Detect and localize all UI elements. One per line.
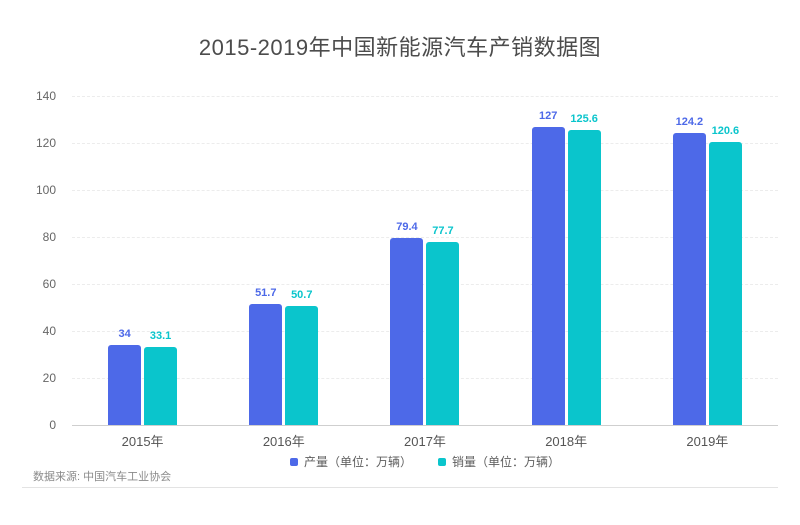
chart-title: 2015-2019年中国新能源汽车产销数据图: [198, 35, 602, 60]
bar-column: 34: [108, 96, 142, 425]
y-tick-label: 120: [35, 136, 56, 150]
x-axis: 2015年 2016年 2017年 2018年 2019年: [72, 431, 778, 450]
x-tick-label: 2019年: [686, 434, 729, 449]
bar: [708, 141, 742, 425]
gridline: [72, 331, 778, 332]
gridline: [72, 237, 778, 238]
bar-value-label: 34: [118, 328, 131, 341]
legend-label: 销量（单位：万辆）: [452, 455, 561, 469]
bar-column: 79.4: [390, 96, 424, 425]
legend-item: 产量（单位：万辆）: [289, 453, 412, 470]
bar-value-label: 125.6: [570, 112, 598, 125]
gridline: [72, 96, 778, 97]
bar: [567, 129, 601, 425]
bottom-divider: [22, 487, 778, 488]
y-tick-label: 40: [42, 324, 56, 338]
bar: [531, 126, 565, 425]
bar-value-label: 51.7: [255, 286, 277, 299]
bar-value-label: 79.4: [396, 221, 418, 234]
bar-group: 124.2 120.6: [670, 96, 744, 425]
legend-marker-icon: [289, 457, 298, 466]
bar: [285, 305, 319, 425]
bar-group: 127 125.6: [529, 96, 603, 425]
bar-column: 125.6: [567, 96, 601, 425]
y-tick-label: 60: [42, 277, 56, 291]
legend: 产量（单位：万辆） 销量（单位：万辆）: [72, 453, 778, 470]
y-axis: 0 20 40 60 80 100 120 140: [0, 89, 62, 432]
legend-label: 产量（单位：万辆）: [303, 455, 412, 469]
x-axis-baseline: [72, 425, 778, 426]
bar: [672, 133, 706, 425]
gridline: [72, 284, 778, 285]
bar-column: 127: [531, 96, 565, 425]
bar-value-label: 124.2: [675, 116, 704, 129]
bar-value-label: 127: [538, 109, 558, 122]
bar-value-label: 77.7: [432, 225, 454, 238]
bar-group: 51.7 50.7: [247, 96, 321, 425]
bar-column: 51.7: [249, 96, 283, 425]
y-tick-label: 100: [35, 183, 56, 197]
y-tick-label: 0: [49, 418, 56, 432]
source-note: 数据来源: 中国汽车工业协会: [33, 471, 172, 483]
gridline: [72, 143, 778, 144]
bar-group: 34 33.1: [106, 96, 180, 425]
bar-value-label: 120.6: [711, 124, 740, 137]
gridline: [72, 190, 778, 191]
x-tick-label: 2016年: [262, 434, 305, 449]
bar-column: 124.2: [672, 96, 706, 425]
bar: [390, 238, 424, 425]
bar-column: 33.1: [144, 96, 178, 425]
bar-value-label: 50.7: [291, 288, 313, 301]
bar: [426, 242, 460, 425]
y-tick-label: 80: [42, 230, 56, 244]
bar-column: 120.6: [708, 96, 742, 425]
legend-item: 销量（单位：万辆）: [438, 453, 560, 470]
bar-column: 50.7: [285, 96, 319, 425]
bar: [108, 345, 142, 425]
x-tick-label: 2015年: [121, 434, 164, 449]
y-tick-label: 140: [35, 89, 56, 103]
bar: [144, 347, 178, 425]
bar-value-label: 33.1: [149, 330, 172, 343]
legend-marker-icon: [438, 457, 446, 466]
plot-area: 34 33.1 51.7 50.7 79.4 77.7 127 125.6 124.2 120.6: [72, 96, 778, 426]
bars-row: 34 33.1 51.7 50.7 79.4 77.7 127 125.6 124.2 120.6: [72, 96, 778, 425]
x-tick-label: 2017年: [404, 434, 446, 449]
bar-column: 77.7: [426, 96, 460, 425]
bar-group: 79.4 77.7: [388, 96, 462, 425]
gridline: [72, 378, 778, 379]
y-tick-label: 20: [42, 371, 56, 385]
bar: [249, 303, 283, 425]
x-tick-label: 2018年: [545, 434, 588, 449]
